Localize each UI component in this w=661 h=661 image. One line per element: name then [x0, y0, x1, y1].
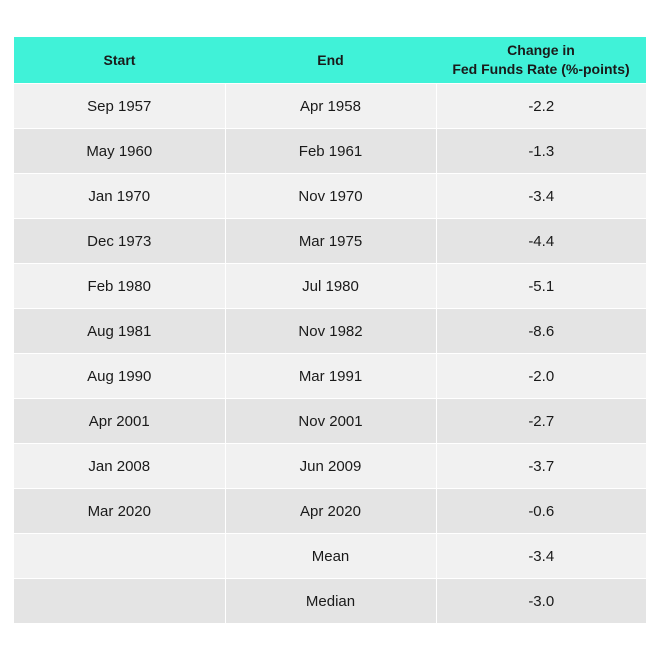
cell-end: Median: [224, 578, 436, 623]
cell-change: -2.2: [435, 83, 646, 129]
header-end: End: [225, 37, 436, 84]
cell-end: Apr 1958: [224, 83, 436, 129]
cell-start: Mar 2020: [14, 488, 225, 534]
cell-end: Jun 2009: [224, 443, 436, 489]
cell-start: Dec 1973: [14, 218, 225, 264]
table-row: Feb 1980 Jul 1980 -5.1: [14, 263, 646, 309]
table-header: Start End Change in Fed Funds Rate (%-po…: [14, 37, 646, 84]
cell-start: May 1960: [14, 128, 225, 174]
cell-start: Apr 2001: [14, 398, 225, 444]
table-body: Sep 1957 Apr 1958 -2.2 May 1960 Feb 1961 -1.3…: [14, 83, 646, 623]
table-row: Aug 1990 Mar 1991 -2.0: [14, 353, 646, 399]
table-row: Jan 2008 Jun 2009 -3.7: [14, 443, 646, 489]
header-change: Change in Fed Funds Rate (%-points): [436, 37, 646, 84]
table-row: Sep 1957 Apr 1958 -2.2: [14, 83, 646, 129]
cell-end: Nov 1982: [224, 308, 436, 354]
table-row: Median -3.0: [14, 578, 646, 623]
cell-end: Jul 1980: [224, 263, 436, 309]
cell-start: [14, 533, 225, 579]
rate-cuts-table-container: Start End Change in Fed Funds Rate (%-po…: [14, 37, 646, 623]
table-row: Aug 1981 Nov 1982 -8.6: [14, 308, 646, 354]
cell-change: -8.6: [435, 308, 646, 354]
table-row: Dec 1973 Mar 1975 -4.4: [14, 218, 646, 264]
cell-end: Mean: [224, 533, 436, 579]
cell-change: -3.4: [435, 533, 646, 579]
header-change-line2: Fed Funds Rate (%-points): [452, 61, 630, 77]
cell-change: -1.3: [435, 128, 646, 174]
rate-cuts-table: Start End Change in Fed Funds Rate (%-po…: [14, 37, 646, 623]
table-row: Jan 1970 Nov 1970 -3.4: [14, 173, 646, 219]
cell-start: Aug 1990: [14, 353, 225, 399]
cell-change: -3.0: [435, 578, 646, 623]
cell-start: Feb 1980: [14, 263, 225, 309]
cell-end: Nov 1970: [224, 173, 436, 219]
cell-change: -0.6: [435, 488, 646, 534]
cell-start: Sep 1957: [14, 83, 225, 129]
cell-start: Jan 2008: [14, 443, 225, 489]
cell-change: -5.1: [435, 263, 646, 309]
cell-change: -4.4: [435, 218, 646, 264]
cell-start: [14, 578, 225, 623]
cell-start: Aug 1981: [14, 308, 225, 354]
cell-end: Mar 1991: [224, 353, 436, 399]
cell-end: Feb 1961: [224, 128, 436, 174]
table-row: Mar 2020 Apr 2020 -0.6: [14, 488, 646, 534]
cell-start: Jan 1970: [14, 173, 225, 219]
table-row: May 1960 Feb 1961 -1.3: [14, 128, 646, 174]
header-start: Start: [14, 37, 225, 84]
table-row: Apr 2001 Nov 2001 -2.7: [14, 398, 646, 444]
cell-change: -2.7: [435, 398, 646, 444]
header-change-line1: Change in: [507, 42, 575, 58]
cell-end: Mar 1975: [224, 218, 436, 264]
cell-change: -2.0: [435, 353, 646, 399]
cell-change: -3.4: [435, 173, 646, 219]
table-row: Mean -3.4: [14, 533, 646, 579]
cell-end: Apr 2020: [224, 488, 436, 534]
cell-change: -3.7: [435, 443, 646, 489]
cell-end: Nov 2001: [224, 398, 436, 444]
header-row: Start End Change in Fed Funds Rate (%-po…: [14, 37, 646, 84]
